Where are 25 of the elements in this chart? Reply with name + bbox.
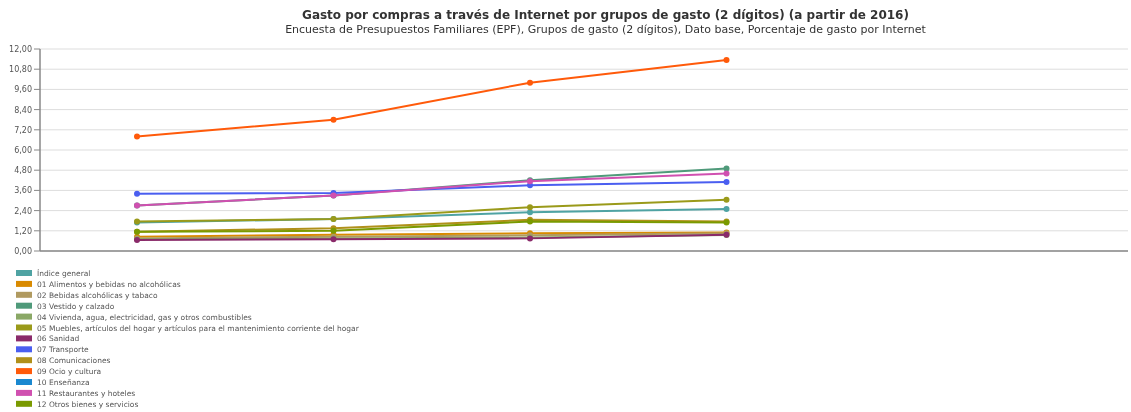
y-tick-label: 6,00 bbox=[14, 146, 32, 155]
point bbox=[527, 204, 533, 211]
chart-title: Gasto por compras a través de Internet por grupos de gasto (2 dígitos) (a partir de 2016) bbox=[302, 8, 909, 22]
point bbox=[723, 196, 730, 203]
y-tick-label: 0,00 bbox=[14, 247, 32, 256]
y-tick-label: 7,20 bbox=[14, 125, 32, 135]
point bbox=[527, 209, 533, 216]
point bbox=[723, 170, 730, 177]
y-tick-label: 2,40 bbox=[14, 206, 32, 216]
y-tick-label: 12,00 bbox=[9, 45, 32, 54]
y-tick-label: 4,80 bbox=[14, 166, 32, 176]
point bbox=[330, 116, 337, 123]
chart-subtitle: Encuesta de Presupuestos Familiares (EPF), Grupos de gasto (2 dígitos), Dato base, Porcentaje de gasto por Internet bbox=[285, 23, 927, 36]
point bbox=[134, 133, 140, 140]
point bbox=[723, 165, 730, 172]
point bbox=[723, 56, 730, 63]
y-tick-label: 9,60 bbox=[14, 85, 32, 95]
point bbox=[527, 79, 533, 86]
point bbox=[723, 205, 730, 212]
y-tick-label: 8,40 bbox=[14, 105, 32, 115]
y-tick-label: 10,80 bbox=[9, 65, 32, 75]
point bbox=[134, 190, 140, 197]
point bbox=[723, 178, 730, 185]
y-tick-label: 3,60 bbox=[14, 186, 32, 196]
y-tick-label: 1,20 bbox=[14, 226, 32, 236]
